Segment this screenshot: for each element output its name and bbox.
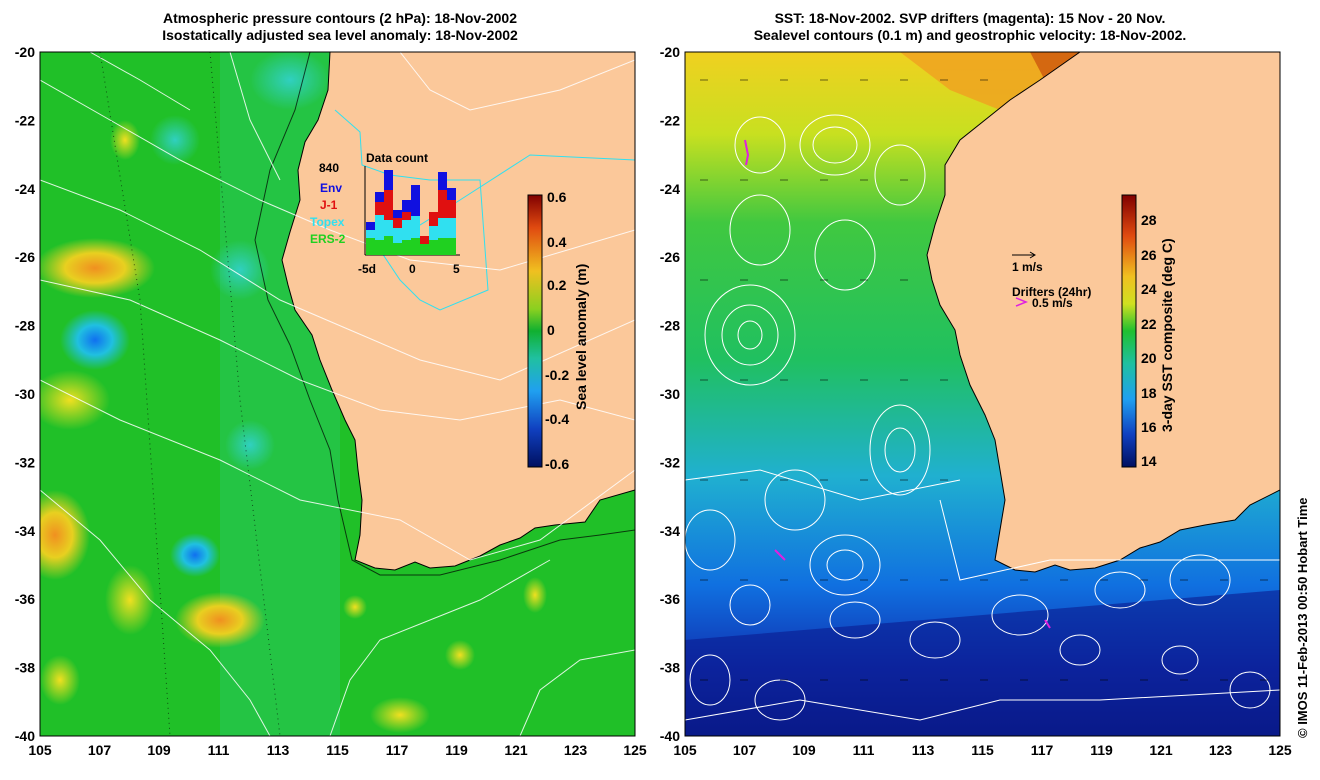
inset-xtick-3: 5 (453, 262, 460, 276)
velocity-key-label: 1 m/s (1012, 260, 1043, 274)
sla-tick-1: 0.4 (547, 234, 567, 250)
left-lat-tick: -22 (15, 112, 35, 128)
left-lat-tick: -28 (15, 318, 35, 334)
right-title-line2: Sealevel contours (0.1 m) and geostrophi… (753, 27, 1187, 43)
right-lat-tick: -34 (660, 523, 680, 539)
sla-tick-3: 0 (547, 322, 555, 338)
left-lat-tick: -26 (15, 249, 35, 265)
drifter-key-title: Drifters (24hr) (1012, 285, 1091, 299)
right-lat-tick: -30 (660, 386, 680, 402)
legend-topex: Topex (310, 215, 345, 229)
right-lon-tick: 119 (1090, 742, 1113, 758)
sst-tick-7: 14 (1141, 453, 1157, 469)
inset-bars (366, 170, 456, 255)
australia-land-right (926, 52, 1280, 573)
left-title-line2: Isostatically adjusted sea level anomaly… (162, 27, 518, 43)
sla-tick-4: -0.2 (545, 367, 569, 383)
left-lat-tick: -36 (15, 591, 35, 607)
data-count-inset: Data count 840 Env J-1 Topex ERS-2 -5d 0… (310, 151, 460, 276)
right-lon-tick: 109 (792, 742, 816, 758)
right-lon-tick: 123 (1209, 742, 1233, 758)
right-title-line1: SST: 18-Nov-2002. SVP drifters (magenta)… (774, 10, 1166, 26)
right-lat-tick: -24 (660, 181, 680, 197)
inset-title: Data count (366, 151, 428, 165)
left-lon-tick: 109 (147, 742, 171, 758)
left-lon-tick: 113 (267, 742, 290, 758)
drifter-key-speed: 0.5 m/s (1032, 296, 1073, 310)
right-lon-tick: 107 (733, 742, 757, 758)
left-lon-tick: 111 (208, 742, 230, 758)
right-lon-tick: 121 (1149, 742, 1173, 758)
left-lon-tick: 107 (88, 742, 112, 758)
left-lon-tick: 119 (445, 742, 468, 758)
left-lon-tick: 115 (326, 742, 349, 758)
left-title-line1: Atmospheric pressure contours (2 hPa): 1… (163, 10, 517, 26)
inset-xtick-2: 0 (409, 262, 416, 276)
velocity-key: 1 m/s Drifters (24hr) 0.5 m/s (1012, 251, 1091, 310)
australia-land-left (281, 52, 635, 571)
sealevel-contours (685, 114, 1280, 721)
left-lat-tick: -40 (15, 728, 35, 744)
right-lat-tick: -32 (660, 454, 680, 470)
sla-colorbar: 0.6 0.4 0.2 0 -0.2 -0.4 -0.6 Sea level a… (527, 189, 589, 472)
left-lon-tick: 121 (504, 742, 528, 758)
left-lon-tick: 117 (386, 742, 409, 758)
left-lat-tick: -20 (15, 44, 35, 60)
sst-tick-0: 28 (1141, 212, 1157, 228)
sst-tick-4: 20 (1141, 350, 1157, 366)
right-lat-tick: -38 (660, 660, 680, 676)
right-map (685, 52, 1280, 736)
sla-tick-2: 0.2 (547, 277, 567, 293)
right-lat-tick: -36 (660, 591, 680, 607)
right-lat-tick: -26 (660, 249, 680, 265)
left-map (40, 52, 635, 736)
sst-tick-1: 26 (1141, 247, 1157, 263)
sst-tick-3: 22 (1141, 316, 1157, 332)
sst-tick-2: 24 (1141, 281, 1157, 297)
left-lat-tick: -30 (15, 386, 35, 402)
sla-tick-5: -0.4 (545, 411, 569, 427)
left-lon-tick: 125 (623, 742, 647, 758)
sla-tick-6: -0.6 (545, 456, 569, 472)
right-lon-tick: 115 (971, 742, 994, 758)
right-lat-tick: -28 (660, 318, 680, 334)
sst-colorbar-label: 3-day SST composite (deg C) (1159, 238, 1175, 432)
left-lat-tick: -38 (15, 660, 35, 676)
sla-tick-0: 0.6 (547, 189, 567, 205)
sst-tick-5: 18 (1141, 385, 1157, 401)
legend-j1: J-1 (320, 198, 338, 212)
sst-colorbar: 28 26 24 22 20 18 16 14 12 3-day SST com… (1121, 194, 1175, 469)
legend-ers2: ERS-2 (310, 232, 346, 246)
left-lat-tick: -34 (15, 523, 35, 539)
left-lat-tick: -32 (15, 454, 35, 470)
sla-colorbar-label: Sea level anomaly (m) (573, 264, 589, 410)
left-lon-tick: 105 (28, 742, 52, 758)
sst-tick-6: 16 (1141, 419, 1157, 435)
right-lat-tick: -20 (660, 44, 680, 60)
right-lon-tick: 105 (673, 742, 697, 758)
imos-credit: © IMOS 11-Feb-2013 00:50 Hobart Time (1295, 497, 1310, 738)
right-lon-tick: 125 (1268, 742, 1292, 758)
right-lon-tick: 111 (853, 742, 875, 758)
right-lon-tick: 117 (1031, 742, 1054, 758)
left-lon-tick: 123 (564, 742, 588, 758)
right-lon-tick: 113 (912, 742, 935, 758)
right-lat-tick: -40 (660, 728, 680, 744)
legend-env: Env (320, 181, 342, 195)
inset-xtick-1: -5d (358, 262, 376, 276)
pressure-contours (40, 52, 635, 736)
inset-max-label: 840 (319, 161, 339, 175)
right-lat-tick: -22 (660, 112, 680, 128)
left-lat-tick: -24 (15, 181, 35, 197)
